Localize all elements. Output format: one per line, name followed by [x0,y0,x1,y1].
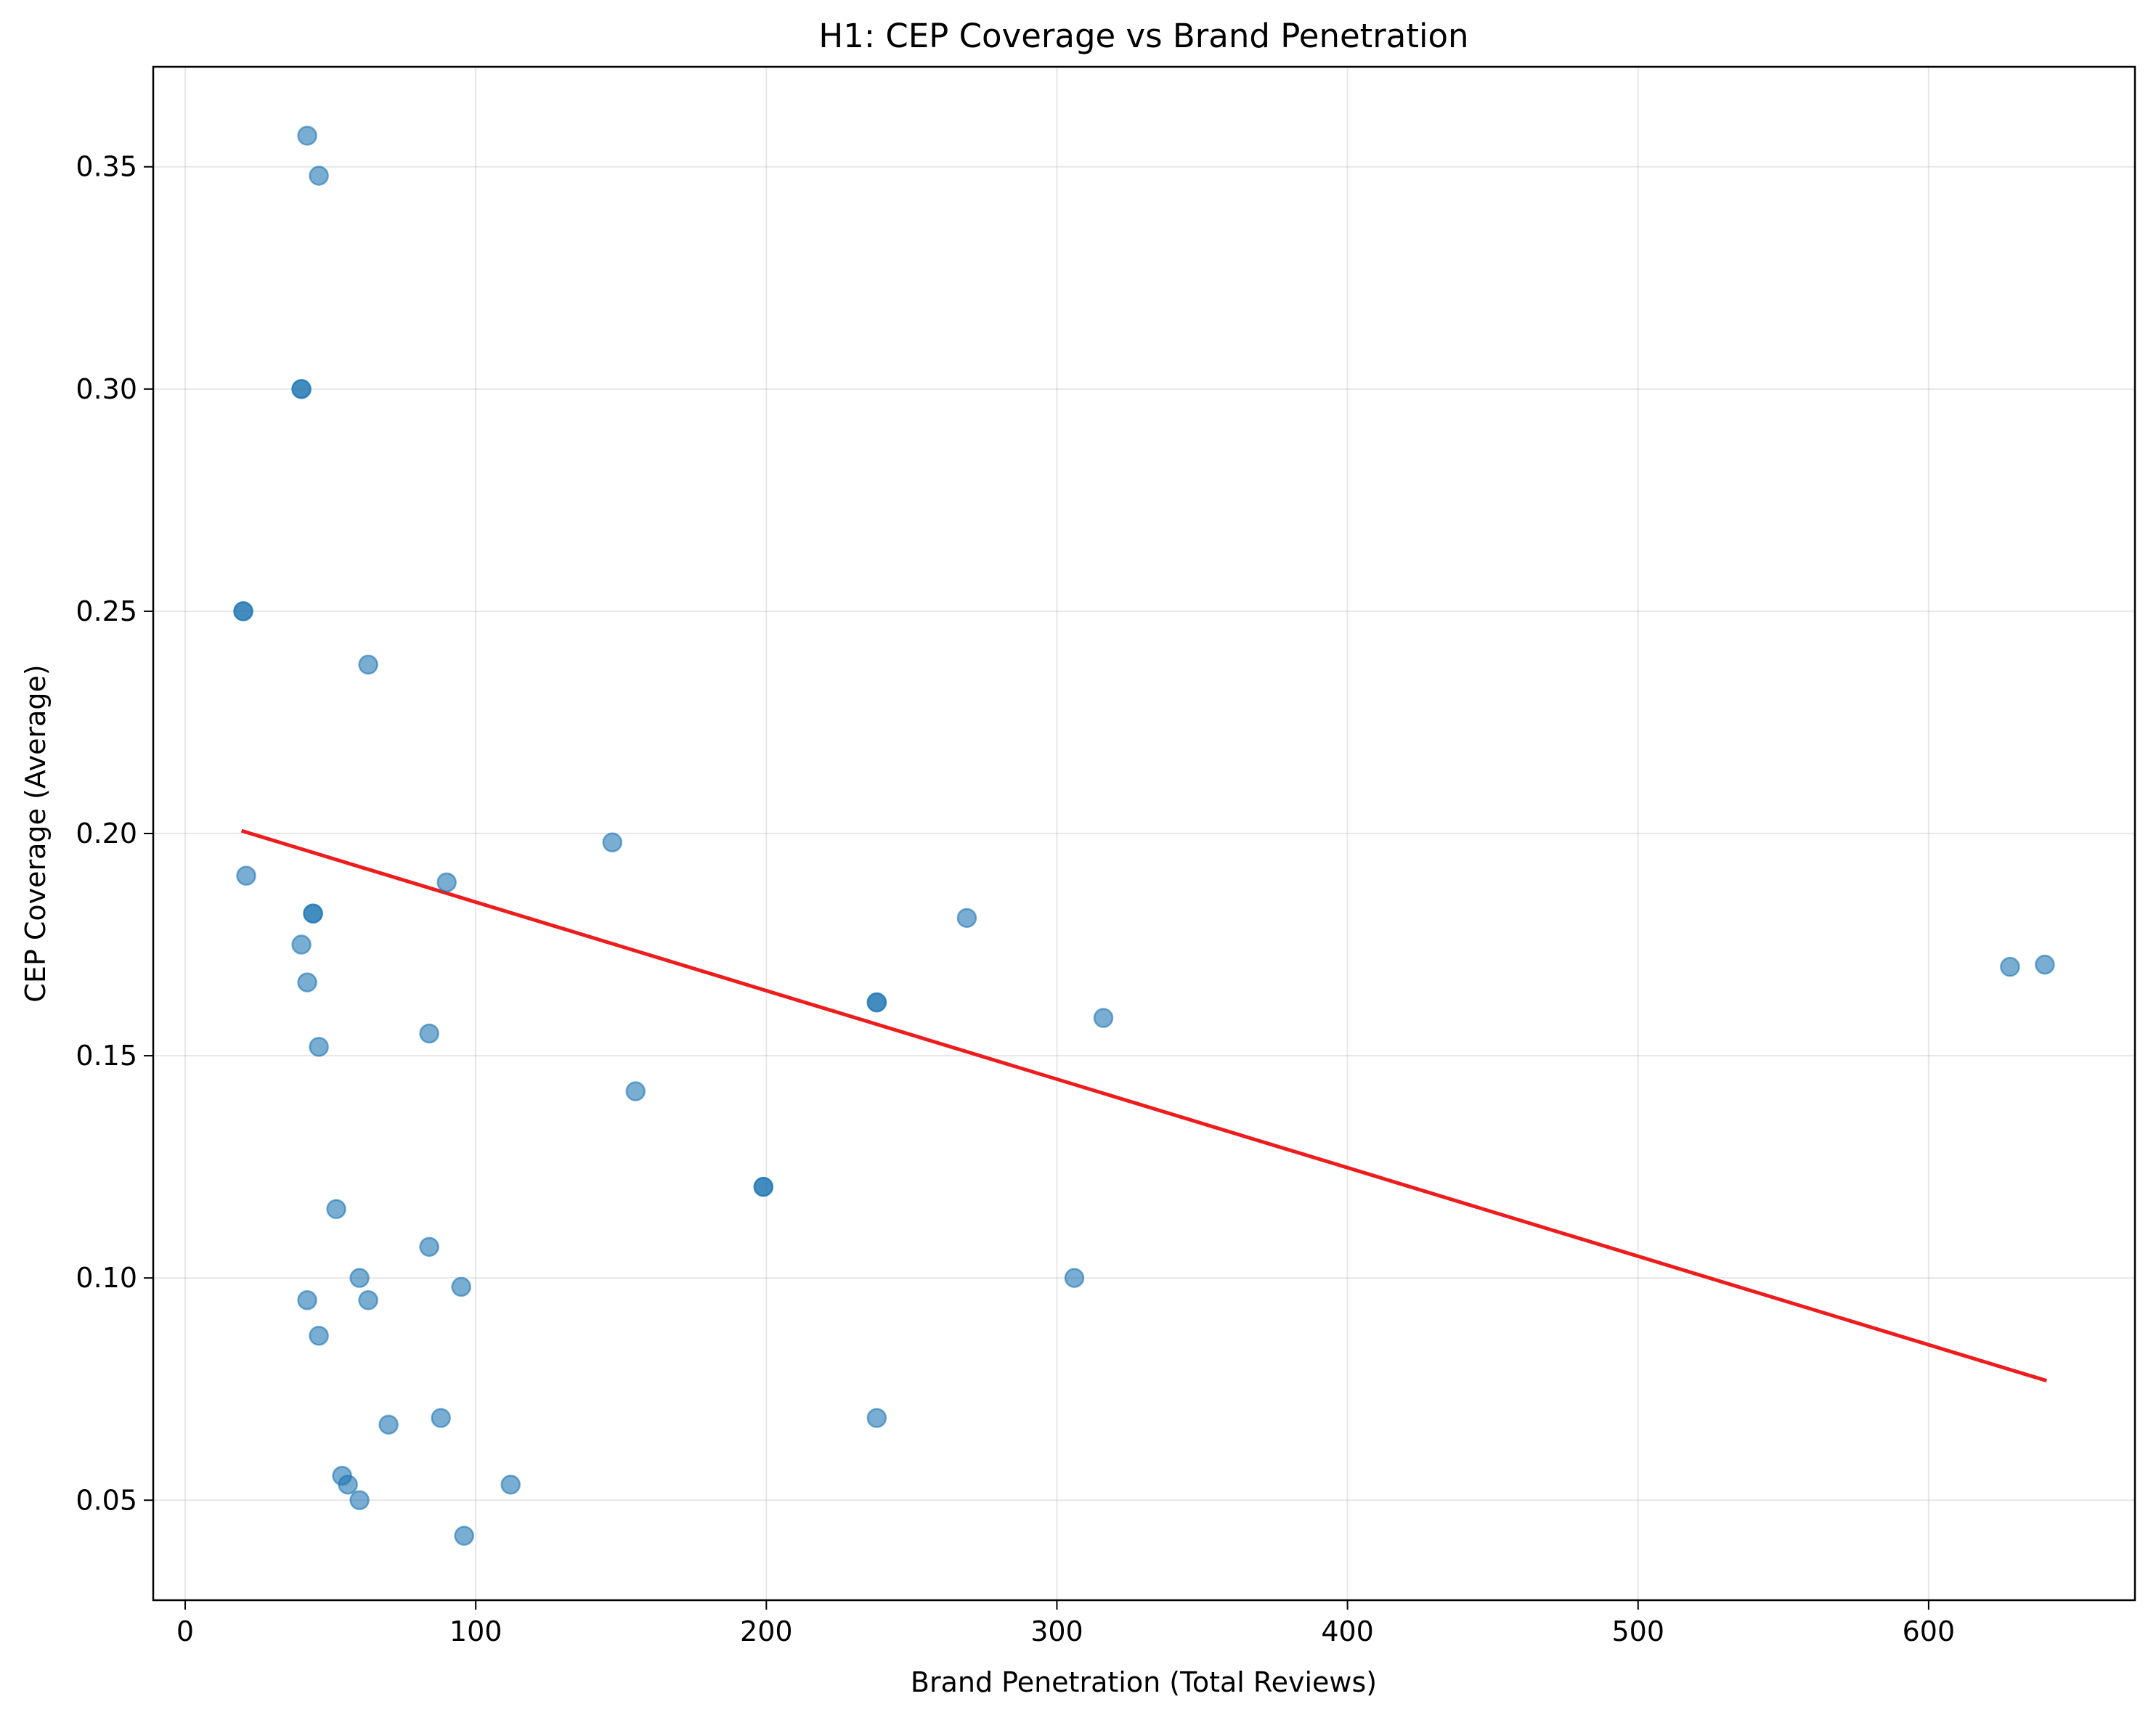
x-tick-label: 500 [1611,1615,1664,1647]
data-point [419,1236,439,1258]
data-point [866,1408,887,1428]
data-point [1064,1268,1085,1288]
y-tick-label: 0.35 [76,151,137,183]
y-tick-label: 0.25 [76,595,137,627]
x-axis-label: Brand Penetration (Total Reviews) [911,1666,1377,1698]
data-point [500,1475,521,1495]
x-tick-label: 200 [740,1615,793,1647]
trend-line [240,828,2048,1383]
data-point [602,832,622,852]
x-tick-label: 100 [449,1615,503,1647]
data-point [753,1176,774,1197]
data-point [326,1199,346,1220]
points-layer [233,126,2055,1546]
x-tick-label: 300 [1030,1615,1083,1647]
data-point [349,1490,370,1511]
y-tick-label: 0.15 [76,1040,137,1072]
y-tick-label: 0.20 [76,818,137,849]
y-axis-label: CEP Coverage (Average) [20,664,52,1002]
grid [153,67,2135,1600]
data-point [1093,1008,1114,1028]
y-tick-label: 0.05 [76,1484,137,1516]
data-point [358,1290,378,1311]
data-point [2000,956,2020,977]
trend-layer [240,828,2048,1383]
data-point [625,1081,646,1101]
data-point [419,1023,439,1044]
data-point [309,166,329,186]
data-point [233,601,253,621]
data-point [297,1290,317,1311]
data-point [303,903,323,924]
data-point [338,1475,358,1495]
data-point [436,872,457,893]
data-point [2035,954,2055,975]
y-tick-label: 0.30 [76,373,137,405]
data-point [431,1408,451,1428]
data-point [236,865,256,886]
data-point [349,1268,370,1288]
chart-title: H1: CEP Coverage vs Brand Penetration [818,17,1468,55]
data-point [358,654,378,675]
data-point [451,1276,471,1297]
x-tick-label: 400 [1321,1615,1374,1647]
data-point [291,379,312,399]
data-point [956,908,977,929]
x-tick-label: 0 [176,1615,194,1647]
axis-ticks: 0 100 200 300 400 500 600 0.05 0.10 0.15 0.20 0.25 0… [76,151,1955,1647]
data-point [297,126,317,146]
x-tick-label: 600 [1903,1615,1956,1647]
data-point [309,1037,329,1057]
data-point [297,972,317,993]
y-tick-label: 0.10 [76,1262,137,1294]
data-point [454,1525,474,1546]
data-point [291,934,312,955]
data-point [309,1326,329,1346]
data-point [866,992,887,1013]
data-point [378,1414,399,1435]
